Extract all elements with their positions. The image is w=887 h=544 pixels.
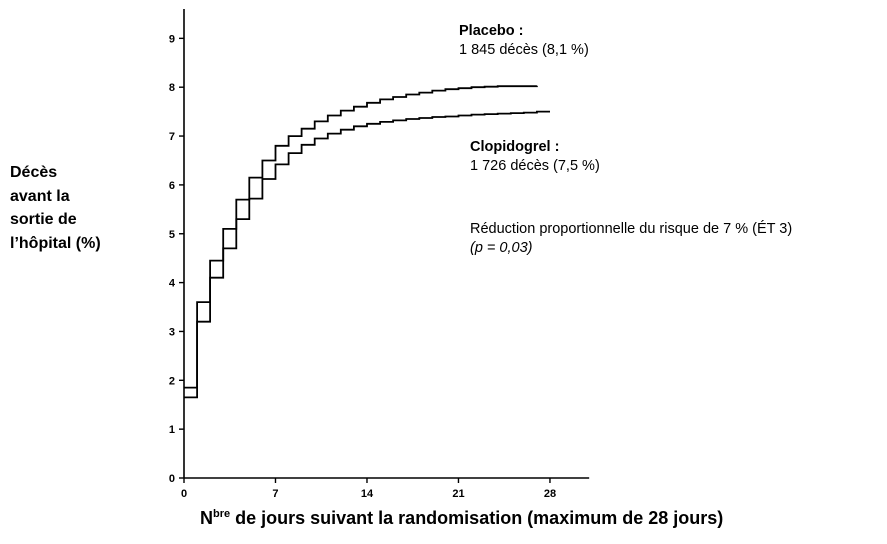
- y-axis-label: Décès avant la sortie de l’hôpital (%): [10, 161, 150, 255]
- y-tick-label: 4: [169, 278, 176, 290]
- x-tick-label: 21: [452, 488, 464, 500]
- y-axis-label-line: l’hôpital (%): [10, 234, 101, 252]
- y-tick-label: 3: [169, 326, 175, 338]
- y-tick-label: 0: [169, 473, 175, 485]
- placebo-value: 1 845 décès (8,1 %): [459, 42, 589, 58]
- clopidogrel-annotation: Clopidogrel : 1 726 décès (7,5 %): [470, 138, 600, 176]
- x-tick-label: 0: [181, 488, 187, 500]
- placebo-annotation: Placebo : 1 845 décès (8,1 %): [459, 22, 589, 60]
- y-tick-label: 6: [169, 180, 175, 192]
- risk-reduction-text: Réduction proportionnelle du risque de 7…: [470, 221, 793, 237]
- x-axis-label: Nbre de jours suivant la randomisation (…: [200, 508, 723, 529]
- chart-axes: 0 1 2 3 4 5 6 7 8 9 0 7 14 21 28: [169, 9, 590, 500]
- p-value-text: (p = 0,03): [470, 240, 533, 256]
- y-tick-label: 7: [169, 131, 175, 143]
- x-tick-label: 14: [361, 488, 374, 500]
- y-axis-label-line: Décès: [10, 164, 58, 181]
- y-axis-label-line: sortie de: [10, 211, 77, 228]
- series-placebo-line: [184, 85, 538, 389]
- y-tick-label: 1: [169, 424, 175, 436]
- y-tick-label: 8: [169, 82, 175, 94]
- chart-series: [184, 85, 550, 399]
- y-tick-label: 9: [169, 33, 175, 45]
- series-clopidogrel-line: [184, 110, 550, 399]
- x-axis-label-rest: de jours suivant la randomisation (maxim…: [230, 508, 724, 528]
- y-tick-label: 5: [169, 229, 175, 241]
- risk-annotation: Réduction proportionnelle du risque de 7…: [470, 220, 792, 258]
- x-tick-label: 7: [272, 488, 278, 500]
- clopidogrel-title: Clopidogrel :: [470, 139, 560, 155]
- clopidogrel-value: 1 726 décès (7,5 %): [470, 158, 600, 174]
- x-tick-label: 28: [544, 488, 556, 500]
- x-axis-label-sup: bre: [213, 508, 231, 520]
- y-axis-label-line: avant la: [10, 187, 70, 205]
- y-tick-label: 2: [169, 375, 175, 387]
- placebo-title: Placebo :: [459, 23, 524, 39]
- x-axis-label-prefix: N: [200, 508, 213, 528]
